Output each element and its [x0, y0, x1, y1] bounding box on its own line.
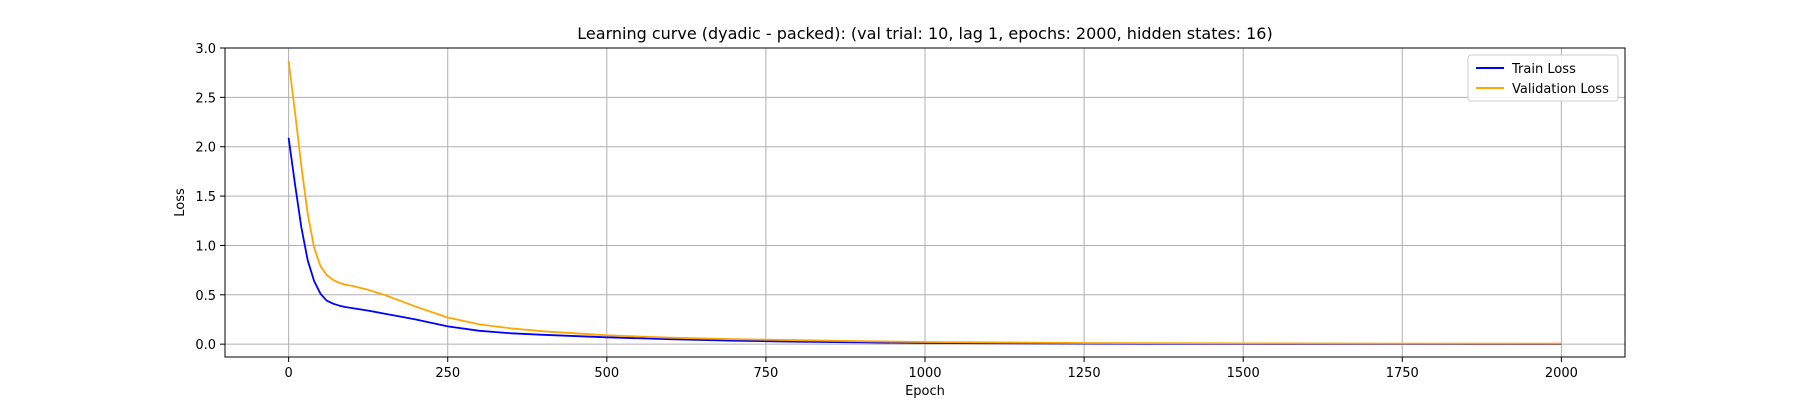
x-axis-label: Epoch: [905, 384, 945, 399]
y-axis-label: Loss: [173, 188, 188, 217]
x-tick-label: 750: [753, 366, 778, 381]
x-tick-label: 2000: [1545, 366, 1578, 381]
y-tick-label: 1.0: [195, 239, 216, 254]
y-tick-label: 2.5: [195, 91, 216, 106]
x-tick-label: 0: [284, 366, 292, 381]
legend-label-validation-loss: Validation Loss: [1512, 82, 1609, 97]
y-tick-label: 0.0: [195, 338, 216, 353]
legend-label-train-loss: Train Loss: [1511, 62, 1576, 77]
axis-ticks: 0 250 500 750 1000 1250 1500 1750 2000 0.0 0.5 1.0 1…: [195, 42, 1578, 381]
x-tick-label: 250: [435, 366, 460, 381]
x-tick-label: 500: [594, 366, 619, 381]
x-tick-label: 1000: [908, 366, 941, 381]
x-tick-label: 1500: [1227, 366, 1260, 381]
x-tick-label: 1750: [1386, 366, 1419, 381]
legend: Train Loss Validation Loss: [1467, 54, 1619, 102]
y-tick-label: 3.0: [195, 42, 216, 57]
x-tick-label: 1250: [1068, 366, 1101, 381]
y-tick-label: 1.5: [195, 190, 216, 205]
y-tick-label: 2.0: [195, 141, 216, 156]
chart-title: Learning curve (dyadic - packed): (val t…: [577, 24, 1272, 43]
legend-box: [1467, 54, 1619, 102]
series-line-train-loss: [287, 137, 1562, 346]
y-tick-label: 0.5: [195, 289, 216, 304]
series-lines: [287, 60, 1562, 346]
series-line-validation-loss: [287, 60, 1562, 345]
